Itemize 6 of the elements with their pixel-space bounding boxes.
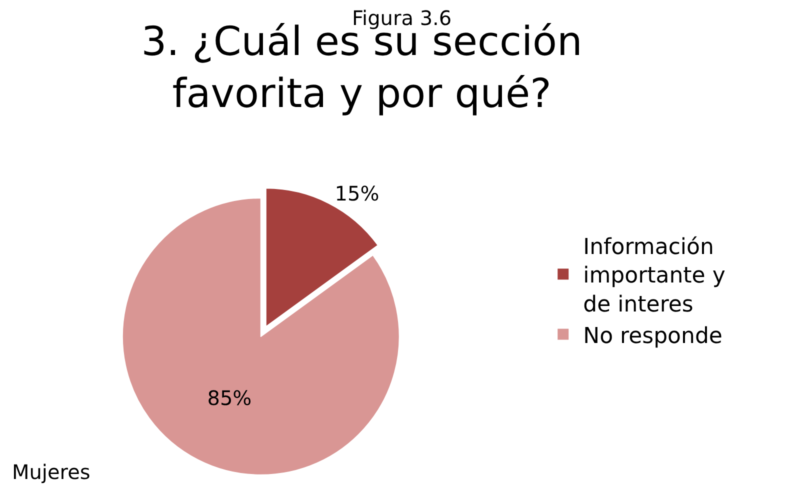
- text: Mujeres: [12, 460, 90, 484]
- data-label: 15%: [334, 182, 380, 206]
- text: Figura 3.6: [352, 6, 452, 30]
- legend-label: Información importante y de interes: [583, 235, 726, 318]
- data-label: 85%: [207, 386, 252, 410]
- legend-label: No responde: [583, 324, 722, 349]
